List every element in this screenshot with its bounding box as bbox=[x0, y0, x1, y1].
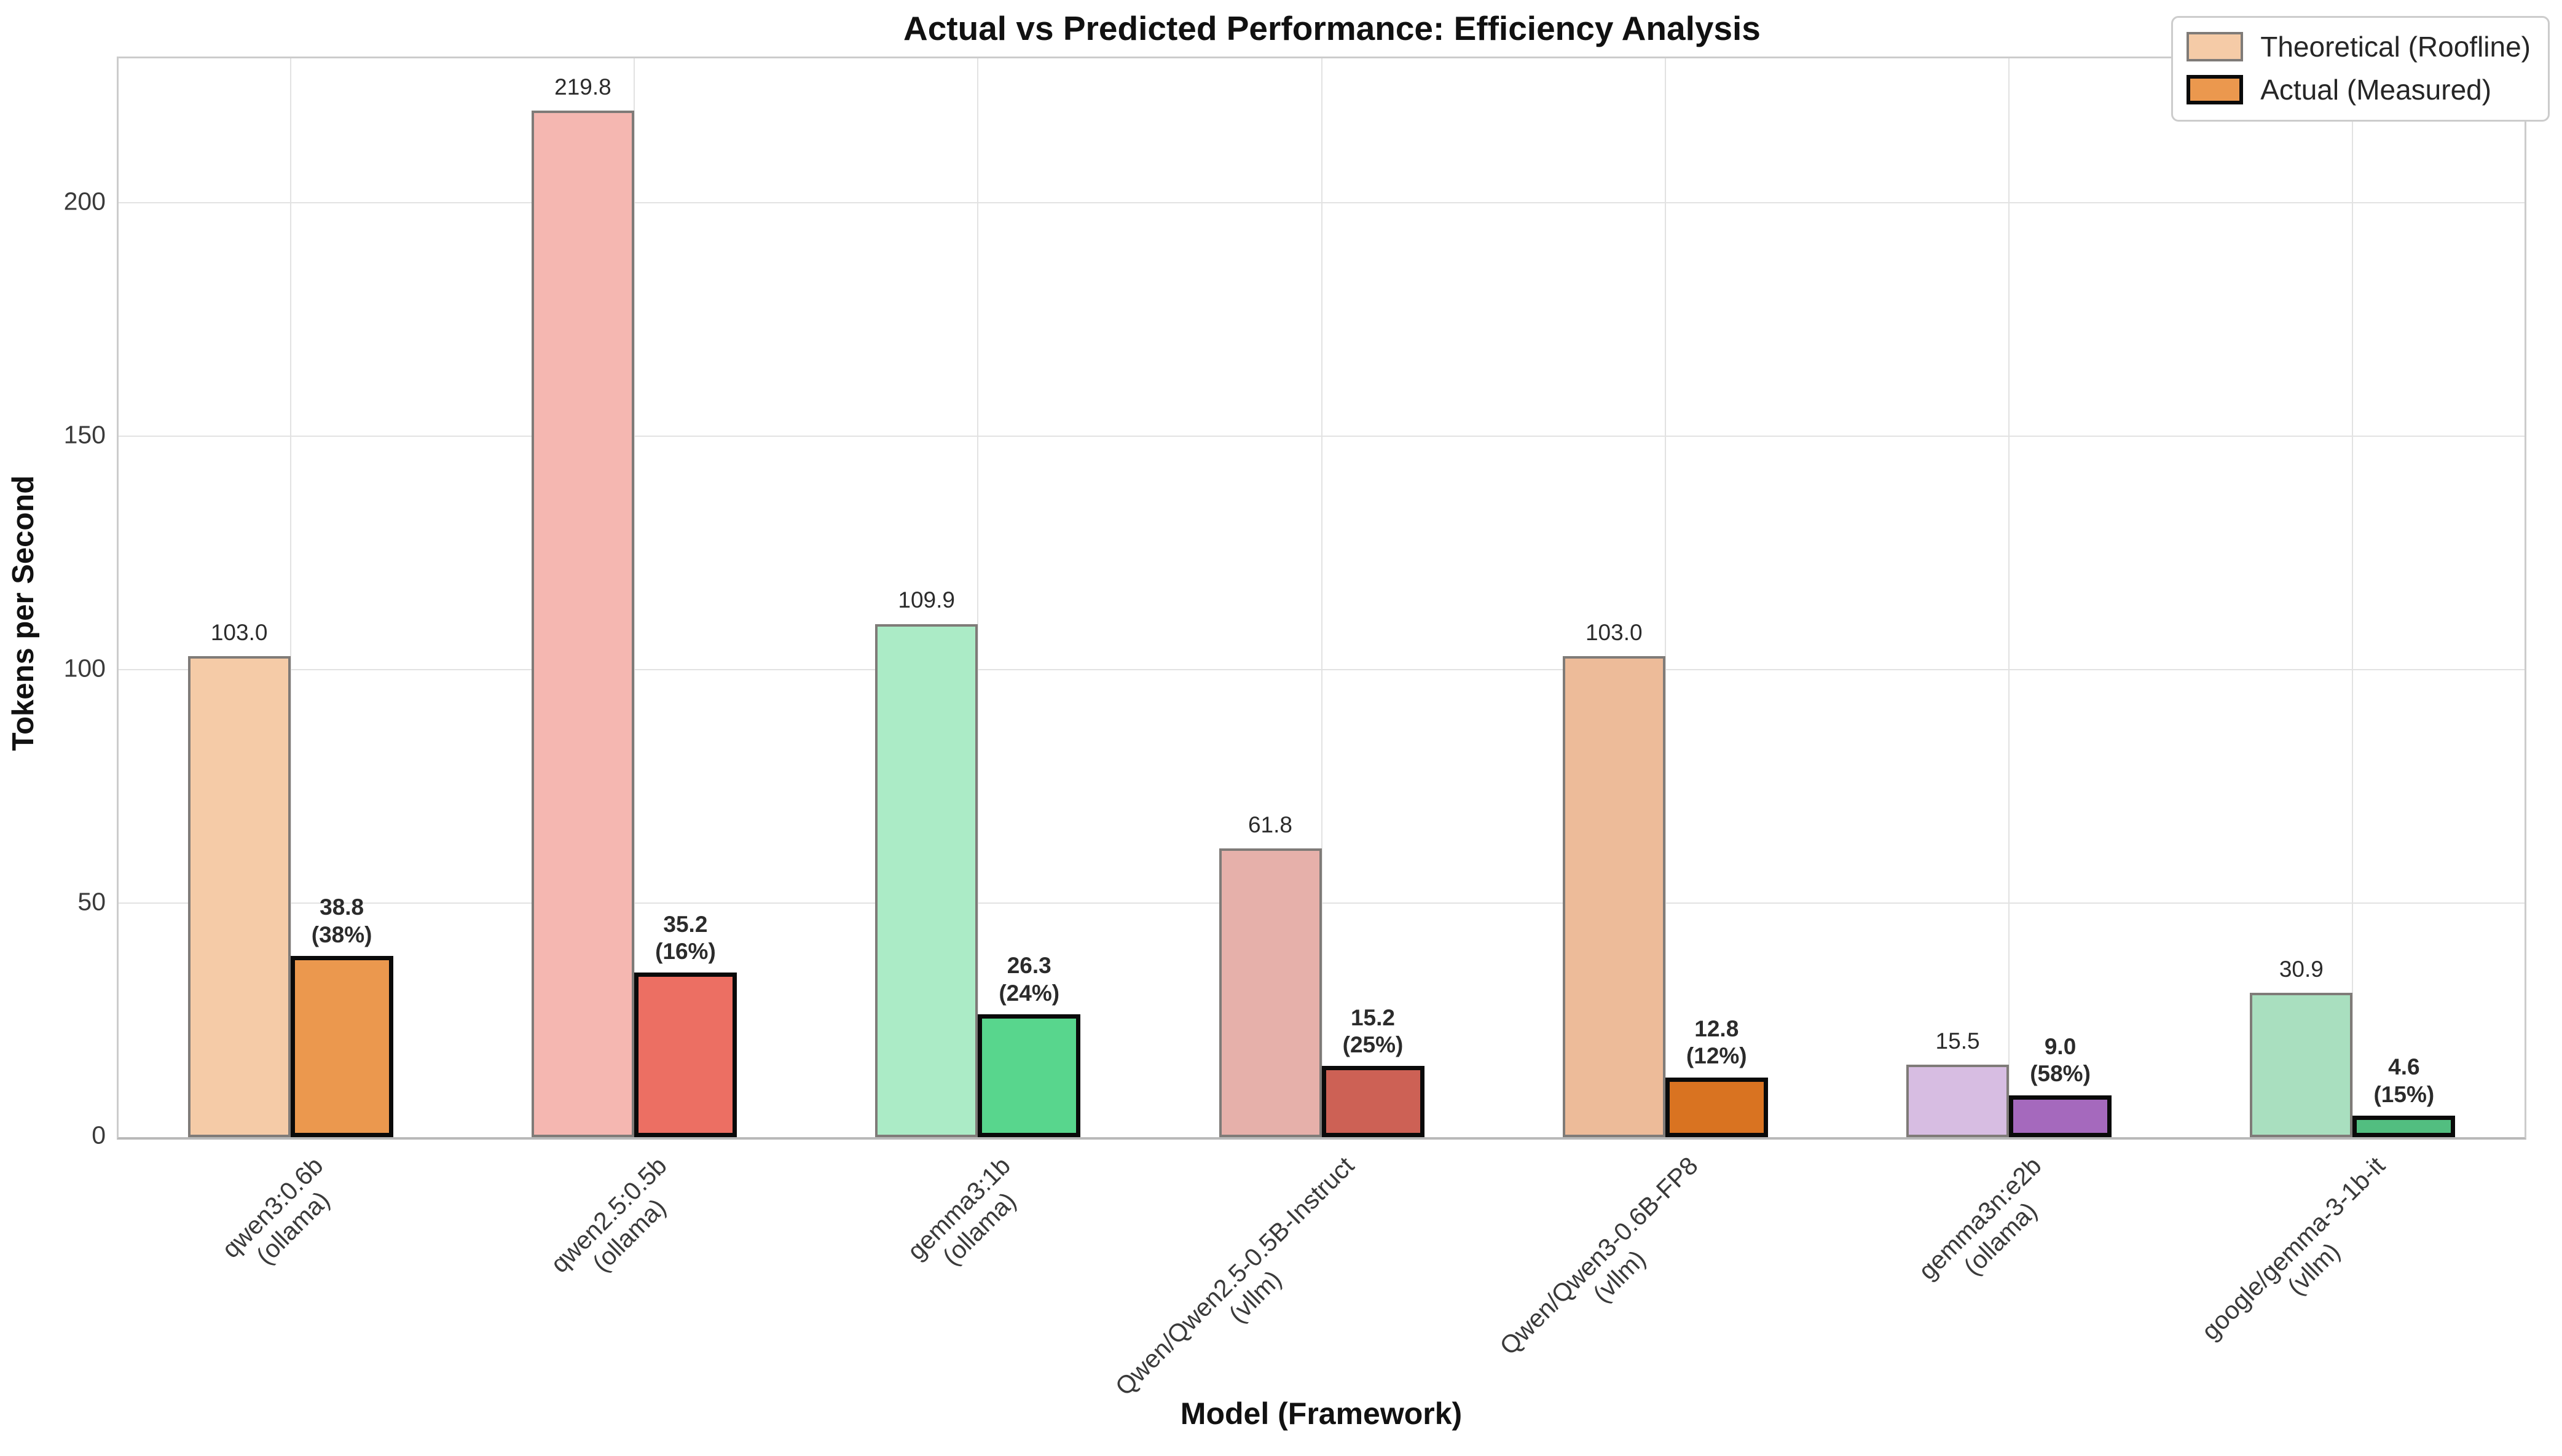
legend-label-theoretical: Theoretical (Roofline) bbox=[2260, 31, 2531, 63]
theoretical-bar bbox=[875, 624, 978, 1137]
gridline-vertical bbox=[289, 58, 291, 1137]
legend: Theoretical (Roofline) Actual (Measured) bbox=[2171, 16, 2550, 122]
y-tick-label: 0 bbox=[92, 1121, 106, 1149]
actual-value-label: 9.0 (58%) bbox=[2030, 1033, 2091, 1087]
actual-value-label: 4.6 (15%) bbox=[2373, 1054, 2435, 1107]
actual-value-label: 35.2 (16%) bbox=[655, 911, 716, 965]
x-tick-label: google/gemma-3-1b-it (vllm) bbox=[2196, 1151, 2391, 1346]
gridline-vertical bbox=[977, 58, 979, 1137]
theoretical-bar bbox=[1219, 848, 1322, 1137]
y-tick-label: 100 bbox=[63, 654, 106, 683]
gridline-vertical bbox=[2008, 58, 2010, 1137]
theoretical-bar bbox=[187, 656, 291, 1137]
legend-item-actual: Actual (Measured) bbox=[2187, 73, 2531, 106]
x-tick-label: Qwen/Qwen3-0.6B-FP8 (vllm) bbox=[1494, 1151, 1703, 1361]
theoretical-value-label: 30.9 bbox=[2279, 956, 2324, 982]
legend-item-theoretical: Theoretical (Roofline) bbox=[2187, 30, 2531, 63]
theoretical-value-label: 103.0 bbox=[210, 619, 268, 645]
gridline-vertical bbox=[1321, 58, 1322, 1137]
gridline-vertical bbox=[2352, 58, 2354, 1137]
x-tick-label: qwen3:0.6b (ollama) bbox=[216, 1151, 335, 1270]
legend-label-actual: Actual (Measured) bbox=[2260, 74, 2492, 106]
actual-swatch-icon bbox=[2187, 75, 2244, 104]
x-tick-label: qwen2.5:0.5b (ollama) bbox=[544, 1151, 672, 1278]
theoretical-bar bbox=[2250, 993, 2353, 1137]
gridline-vertical bbox=[633, 58, 635, 1137]
actual-value-label: 12.8 (12%) bbox=[1686, 1016, 1747, 1069]
y-tick-label: 150 bbox=[63, 420, 106, 449]
y-axis-title: Tokens per Second bbox=[7, 475, 40, 751]
theoretical-value-label: 219.8 bbox=[554, 74, 611, 100]
x-tick-label: gemma3n:e2b (ollama) bbox=[1912, 1151, 2047, 1285]
theoretical-value-label: 103.0 bbox=[1585, 619, 1643, 645]
actual-bar bbox=[2009, 1095, 2112, 1137]
x-axis-title: Model (Framework) bbox=[1180, 1396, 1463, 1431]
actual-bar bbox=[634, 973, 737, 1137]
theoretical-value-label: 15.5 bbox=[1935, 1028, 1980, 1054]
theoretical-bar bbox=[531, 111, 634, 1137]
actual-value-label: 15.2 (25%) bbox=[1342, 1004, 1404, 1058]
actual-bar bbox=[290, 956, 393, 1137]
y-tick-label: 50 bbox=[77, 887, 106, 916]
y-tick-label: 200 bbox=[63, 187, 106, 216]
theoretical-swatch-icon bbox=[2187, 32, 2244, 61]
actual-value-label: 26.3 (24%) bbox=[999, 953, 1060, 1006]
theoretical-bar bbox=[1562, 656, 1665, 1137]
actual-bar bbox=[978, 1014, 1081, 1137]
theoretical-bar bbox=[1906, 1065, 2010, 1137]
x-tick-label: Qwen/Qwen2.5-0.5B-Instruct (vllm) bbox=[1109, 1151, 1360, 1401]
chart-title: Actual vs Predicted Performance: Efficie… bbox=[903, 9, 1761, 47]
actual-bar bbox=[1665, 1077, 1768, 1137]
x-tick-label: gemma3:1b (ollama) bbox=[902, 1151, 1021, 1271]
actual-bar bbox=[2352, 1116, 2456, 1137]
actual-value-label: 38.8 (38%) bbox=[311, 894, 372, 947]
theoretical-value-label: 109.9 bbox=[898, 587, 955, 613]
theoretical-value-label: 61.8 bbox=[1248, 812, 1292, 837]
plot-area: 103.0 38.8 (38%) 219.8 35.2 (16%) 109.9 26.3 (24… bbox=[117, 57, 2526, 1140]
gridline-vertical bbox=[1664, 58, 1666, 1137]
actual-bar bbox=[1321, 1066, 1424, 1137]
